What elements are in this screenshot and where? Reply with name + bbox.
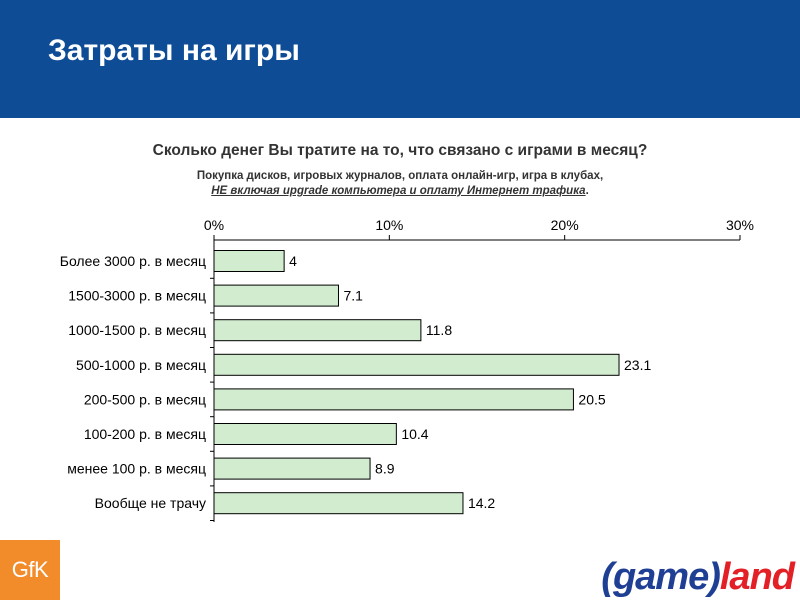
gameland-logo: (game)land	[601, 556, 795, 599]
chart-subtitle-period: .	[585, 185, 589, 197]
spending-bar-chart: 0% 10% 20% 30% Более 3000 р. в месяц 4 1500-30…	[60, 217, 754, 522]
bar	[213, 319, 422, 342]
x-tick-label: 20%	[551, 217, 579, 233]
bar	[213, 284, 339, 307]
page-title: Затраты на игры	[48, 34, 300, 67]
category-label: 1500-3000 р. в месяц	[68, 288, 206, 304]
category-label: 1000-1500 р. в месяц	[68, 322, 206, 338]
chart-subtitle-line2: НЕ включая upgrade компьютера и оплату И…	[0, 185, 800, 197]
chart-subtitle-emphasis: НЕ включая upgrade компьютера и оплату И…	[211, 185, 586, 197]
chart-question: Сколько денег Вы тратите на то, что связ…	[152, 142, 648, 159]
category-label: 200-500 р. в месяц	[84, 391, 206, 407]
data-label: 7.1	[343, 288, 363, 304]
data-label: 14.2	[468, 495, 495, 511]
x-tick-label: 30%	[726, 217, 754, 233]
data-label: 4	[289, 253, 297, 269]
data-label: 8.9	[375, 461, 395, 477]
gameland-logo-part1: (game)	[601, 556, 721, 598]
bar	[213, 388, 574, 411]
bar	[213, 250, 285, 272]
category-label: Вообще не трачу	[95, 495, 206, 511]
gfk-logo: GfK	[0, 540, 60, 600]
x-tick-label: 0%	[204, 217, 224, 233]
x-tick-label: 10%	[375, 217, 403, 233]
bar	[213, 353, 620, 376]
data-label: 10.4	[401, 426, 428, 442]
bar	[213, 492, 464, 515]
title-banner: Затраты на игры	[0, 0, 800, 118]
category-label: менее 100 р. в месяц	[67, 461, 206, 477]
gfk-logo-text: GfK	[11, 557, 49, 582]
category-label: 500-1000 р. в месяц	[76, 357, 206, 373]
bar	[213, 457, 371, 480]
data-label: 23.1	[624, 357, 651, 373]
data-label: 11.8	[426, 322, 452, 338]
gameland-logo-part2: land	[719, 556, 795, 598]
bar	[213, 423, 397, 445]
category-label: Более 3000 р. в месяц	[60, 253, 206, 269]
chart-subtitle-line1: Покупка дисков, игровых журналов, оплата…	[196, 170, 604, 182]
category-label: 100-200 р. в месяц	[84, 426, 206, 442]
data-label: 20.5	[578, 391, 605, 407]
